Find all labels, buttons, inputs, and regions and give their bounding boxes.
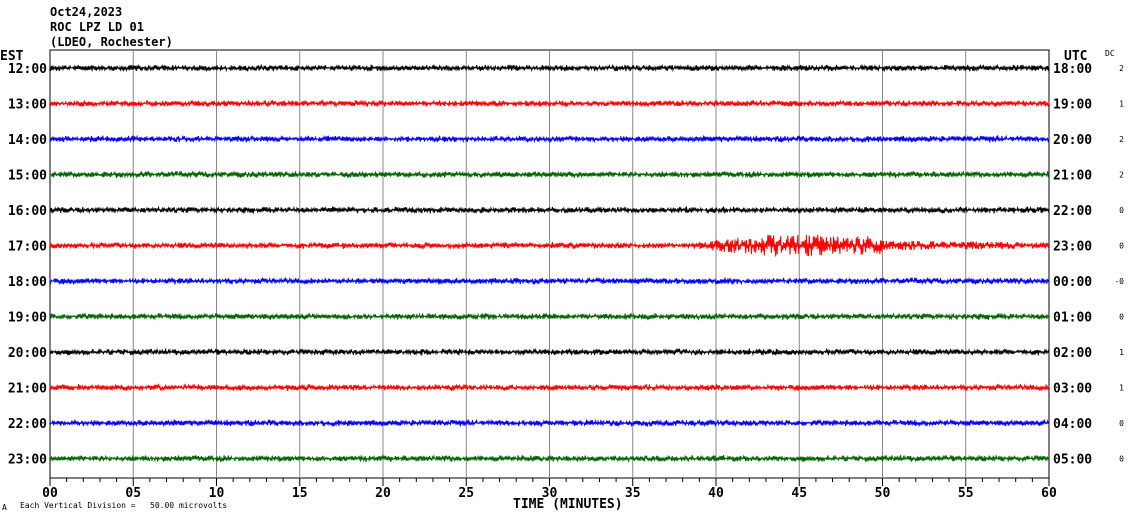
dc-value: 2 <box>1119 135 1124 144</box>
est-time-label: 18:00 <box>8 275 47 290</box>
est-axis-label: EST <box>0 49 24 64</box>
x-tick-label: 25 <box>458 486 474 501</box>
est-time-label: 19:00 <box>8 311 47 326</box>
est-time-label: 23:00 <box>8 453 47 468</box>
seismic-trace <box>49 169 1050 179</box>
utc-time-label: 05:00 <box>1053 453 1092 468</box>
seismic-trace <box>49 276 1050 286</box>
utc-time-label: 02:00 <box>1053 346 1092 361</box>
scale-note: Each Vertical Division = 50.00 microvolt… <box>20 501 227 510</box>
dc-value: 2 <box>1119 171 1124 180</box>
x-tick-label: 55 <box>958 486 974 501</box>
network-label: (LDEO, Rochester) <box>50 35 173 49</box>
est-time-label: 15:00 <box>8 169 47 184</box>
corner-mark: A <box>2 503 7 512</box>
dc-value: 0 <box>1119 242 1124 251</box>
x-tick-label: 50 <box>875 486 891 501</box>
est-time-label: 16:00 <box>8 204 47 219</box>
seismic-trace <box>49 205 1050 215</box>
dc-value: 2 <box>1119 64 1124 73</box>
seismic-trace <box>49 383 1050 392</box>
seismic-trace <box>49 454 1050 463</box>
dc-value: -0 <box>1114 277 1124 286</box>
utc-time-label: 19:00 <box>1053 98 1092 113</box>
est-time-label: 12:00 <box>8 62 47 77</box>
dc-value: 0 <box>1119 419 1124 428</box>
dc-value: 1 <box>1119 100 1124 109</box>
utc-time-label: 03:00 <box>1053 382 1092 397</box>
est-time-label: 22:00 <box>8 417 47 432</box>
est-time-label: 20:00 <box>8 346 47 361</box>
seismic-trace <box>49 234 1050 257</box>
x-tick-label: 30 <box>542 486 558 501</box>
grid <box>132 50 967 478</box>
utc-time-label: 04:00 <box>1053 417 1092 432</box>
seismic-trace <box>49 134 1050 144</box>
seismic-trace <box>49 99 1050 109</box>
utc-time-label: 18:00 <box>1053 62 1092 77</box>
x-tick-label: 05 <box>125 486 141 501</box>
utc-time-label: 01:00 <box>1053 311 1092 326</box>
seismic-trace <box>49 347 1050 357</box>
traces <box>49 63 1050 463</box>
x-tick-label: 00 <box>42 486 58 501</box>
row-labels: 12:00 18:00 213:00 19:00 114:00 20:00 215:00 21… <box>8 62 1124 468</box>
x-tick-label: 15 <box>292 486 308 501</box>
utc-time-label: 21:00 <box>1053 169 1092 184</box>
x-tick-label: 60 <box>1041 486 1057 501</box>
utc-time-label: 23:00 <box>1053 240 1092 255</box>
dc-value: 0 <box>1119 313 1124 322</box>
seismic-trace <box>49 312 1050 321</box>
dc-value: 1 <box>1119 384 1124 393</box>
x-tick-label: 45 <box>791 486 807 501</box>
dc-value: 0 <box>1119 455 1124 464</box>
est-time-label: 17:00 <box>8 240 47 255</box>
x-axis: 00 05 10 15 20 25 30 35 40 45 50 55 60 <box>42 478 1057 501</box>
dc-value: 1 <box>1119 348 1124 357</box>
x-tick-label: 20 <box>375 486 391 501</box>
x-tick-label: 40 <box>708 486 724 501</box>
utc-time-label: 00:00 <box>1053 275 1092 290</box>
est-time-label: 14:00 <box>8 133 47 148</box>
utc-axis-label: UTC <box>1064 49 1087 64</box>
dc-label: DC <box>1105 49 1115 58</box>
est-time-label: 13:00 <box>8 98 47 113</box>
x-tick-label: 35 <box>625 486 641 501</box>
station-label: ROC LPZ LD 01 <box>50 20 144 34</box>
seismic-trace <box>49 418 1050 428</box>
date-label: Oct24,2023 <box>50 5 122 19</box>
dc-value: 0 <box>1119 206 1124 215</box>
utc-time-label: 22:00 <box>1053 204 1092 219</box>
seismic-trace <box>49 63 1050 73</box>
x-axis-title: TIME (MINUTES) <box>513 497 623 512</box>
est-time-label: 21:00 <box>8 382 47 397</box>
utc-time-label: 20:00 <box>1053 133 1092 148</box>
x-tick-label: 10 <box>209 486 225 501</box>
